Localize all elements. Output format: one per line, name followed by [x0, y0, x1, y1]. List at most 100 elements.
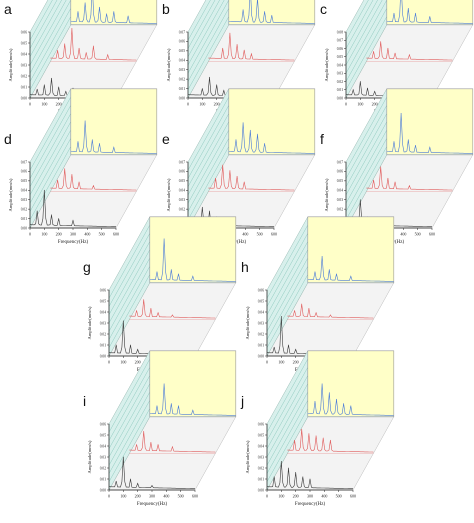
series-peak-point [330, 314, 331, 316]
side-grid-line [345, 146, 387, 220]
side-grid-line [187, 138, 229, 212]
x-tick-label: 0 [108, 494, 110, 499]
y-tick-label: 0.06 [337, 170, 343, 174]
y-tick-label: 0.07 [337, 39, 343, 43]
series-peak-point [156, 405, 158, 407]
y-tick-label: 0.04 [21, 52, 27, 56]
series-peak-point [113, 146, 115, 148]
x-tick-label: 0 [29, 102, 31, 107]
y-tick-label: 0.00 [100, 354, 106, 358]
side-grid-line [187, 0, 225, 66]
side-grid-line [345, 96, 387, 171]
y-axis-title: Amplitude(mm/s) [8, 178, 13, 211]
x-tick-label: 300 [70, 232, 76, 237]
x-tick-label: 500 [336, 494, 342, 499]
side-grid-line [187, 0, 220, 57]
side-grid-line [266, 383, 308, 458]
series-peak-point [301, 428, 303, 430]
y-tick-label: 0.00 [179, 96, 185, 100]
y-axis-title: Amplitude(mm/s) [87, 440, 92, 473]
series-peak-point [242, 9, 244, 11]
side-grid-line [108, 383, 150, 458]
y-tick-label: 0.02 [21, 207, 27, 211]
y-tick-label: 0.03 [21, 63, 27, 67]
x-tick-label: 500 [415, 232, 421, 237]
x-tick-label: 100 [278, 494, 284, 499]
series-peak-point [393, 141, 395, 142]
side-grid-line [187, 146, 229, 220]
y-tick-label: 0.02 [179, 207, 185, 211]
side-grid-line [345, 129, 387, 204]
side-grid-line [345, 16, 387, 90]
series-peak-point [163, 383, 165, 385]
series-peak-point [271, 15, 273, 16]
series-peak-point [249, 129, 251, 131]
series-peak-point [36, 88, 38, 90]
series-peak-point [235, 139, 237, 141]
series-peak-point [229, 170, 231, 172]
x-tick-label: 100 [278, 360, 284, 365]
side-grid-line [187, 0, 211, 41]
chart-panel-d: d 0 100 200 300 400 500 600 Frequency(Hz) 0.00 0.0… [0, 87, 158, 258]
x-tick-label: 500 [178, 494, 184, 499]
y-tick-label: 0.08 [337, 30, 343, 34]
panel-label: j [241, 393, 245, 409]
x-tick-label: 200 [135, 360, 141, 365]
series-peak-point [156, 271, 158, 273]
x-tick-label: 0 [108, 360, 110, 365]
y-tick-label: 0.02 [100, 332, 106, 336]
y-tick-label: 0.01 [21, 217, 27, 221]
series-peak-point [280, 461, 282, 462]
series-peak-point [374, 91, 376, 92]
y-axis-title: Amplitude(mm/s) [8, 48, 13, 81]
panel-label: b [162, 1, 170, 17]
side-grid-line [108, 367, 150, 441]
side-grid-line [108, 400, 150, 474]
y-axis-title: Amplitude(mm/s) [87, 306, 92, 339]
series-peak-point [143, 299, 145, 300]
y-tick-label: 0.01 [179, 87, 185, 91]
y-axis-title: Amplitude(mm/s) [166, 48, 171, 81]
side-grid-line [29, 0, 58, 49]
side-grid-line [345, 113, 387, 187]
y-tick-label: 0.05 [337, 179, 343, 183]
series-peak-point [373, 51, 374, 52]
y-tick-label: 0.03 [100, 455, 106, 459]
series-peak-point [328, 392, 330, 393]
series-peak-point [178, 273, 179, 275]
y-tick-label: 0.00 [100, 488, 106, 492]
y-tick-label: 0.01 [337, 88, 343, 92]
series-peak-point [84, 120, 86, 122]
x-tick-label: 0 [266, 360, 268, 365]
y-tick-label: 0.06 [179, 40, 185, 44]
side-grid-line [266, 274, 308, 348]
panel-label: c [320, 1, 327, 17]
y-tick-label: 0.02 [337, 80, 343, 84]
x-tick-label: 100 [41, 102, 47, 107]
y-axis-title: Amplitude(mm/s) [324, 48, 329, 81]
series-peak-point [387, 177, 389, 179]
y-tick-label: 0.07 [337, 160, 343, 164]
side-grid-line [187, 0, 229, 74]
series-peak-point [409, 54, 410, 56]
series-peak-point [380, 166, 382, 168]
panel-label: e [162, 131, 170, 147]
series-peak-point [99, 6, 100, 8]
x-tick-label: 400 [400, 232, 406, 237]
y-tick-label: 0.05 [100, 299, 106, 303]
series-peak-point [328, 269, 330, 270]
x-tick-label: 500 [257, 232, 263, 237]
x-tick-label: 200 [372, 102, 378, 107]
x-tick-label: 400 [321, 494, 327, 499]
y-tick-label: 0.07 [179, 30, 185, 34]
y-tick-label: 0.05 [179, 49, 185, 53]
series-peak-point [78, 47, 80, 49]
y-tick-label: 0.04 [179, 189, 185, 193]
side-grid-line [187, 105, 229, 179]
series-peak-point [157, 312, 159, 314]
series-peak-point [352, 89, 354, 91]
x-axis-title: Frequency(Hz) [58, 240, 89, 245]
side-grid-line [108, 233, 150, 307]
series-peak-point [122, 320, 124, 322]
side-grid-line [266, 391, 308, 466]
